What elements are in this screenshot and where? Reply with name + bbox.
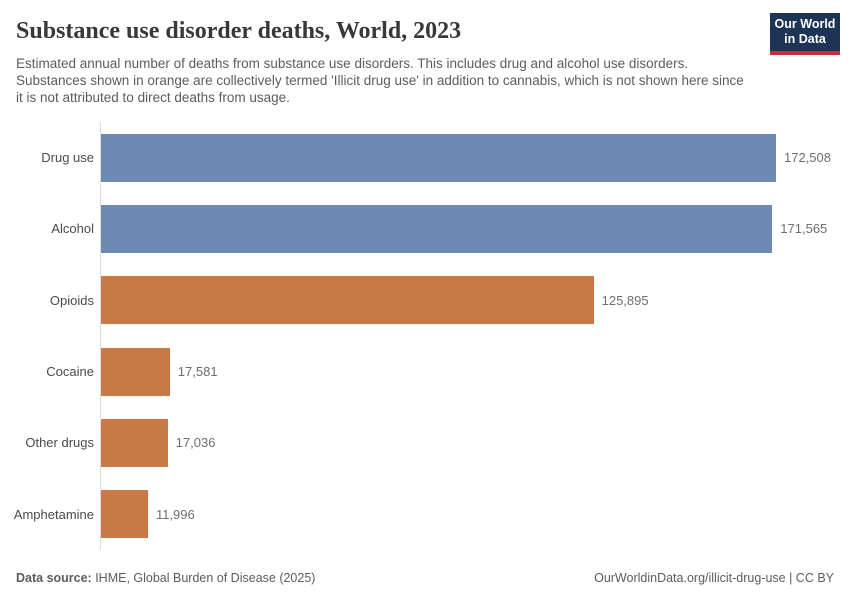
owid-logo[interactable]: Our World in Data: [770, 13, 840, 55]
category-label-alcohol: Alcohol: [51, 221, 94, 237]
owid-logo-line1: Our World: [774, 17, 836, 31]
data-source-label: Data source:: [16, 571, 92, 585]
bar-row: Opioids 125,895: [0, 264, 850, 336]
bar-area: 172,508: [100, 122, 850, 194]
credit-link[interactable]: OurWorldinData.org/illicit-drug-use | CC…: [594, 571, 834, 585]
owid-logo-line2: in Data: [784, 32, 826, 46]
bar-other-drugs[interactable]: [101, 418, 168, 467]
bar-amphetamine[interactable]: [101, 490, 148, 539]
bar-opioids[interactable]: [101, 276, 594, 325]
chart-title: Substance use disorder deaths, World, 20…: [16, 18, 462, 44]
chart-subtitle: Estimated annual number of deaths from s…: [16, 55, 744, 105]
chart-header: Substance use disorder deaths, World, 20…: [16, 18, 754, 106]
bar-chart: Drug use 172,508 Alcohol 171,565 Opioids 125,…: [0, 122, 850, 550]
bar-row: Alcohol 171,565: [0, 193, 850, 265]
value-label: 11,996: [155, 506, 195, 522]
bar-area: 17,036: [100, 407, 850, 479]
bar-area: 17,581: [100, 335, 850, 408]
value-label: 171,565: [780, 221, 828, 237]
bar-area: 171,565: [100, 193, 850, 265]
bar-row: Other drugs 17,036: [0, 407, 850, 479]
value-label: 17,036: [175, 435, 216, 451]
plot-area: Drug use 172,508 Alcohol 171,565 Opioids 125,…: [0, 122, 850, 550]
bar-cocaine[interactable]: [101, 347, 170, 396]
bar-drug-use[interactable]: [101, 133, 776, 182]
value-label: 172,508: [784, 150, 831, 166]
value-label: 125,895: [601, 292, 649, 308]
data-source-text: IHME, Global Burden of Disease (2025): [91, 571, 316, 585]
bar-area: 125,895: [100, 264, 850, 336]
category-label-opioids: Opioids: [49, 292, 94, 308]
data-source: Data source: IHME, Global Burden of Dise…: [16, 571, 315, 585]
bar-row: Amphetamine 11,996: [0, 478, 850, 550]
bar-area: 11,996: [100, 478, 850, 550]
bar-alcohol[interactable]: [101, 204, 773, 253]
chart-footer: Data source: IHME, Global Burden of Dise…: [16, 571, 834, 585]
value-label: 17,581: [177, 364, 218, 380]
category-label-cocaine: Cocaine: [46, 364, 94, 380]
category-label-drug-use: Drug use: [41, 150, 94, 166]
category-label-other-drugs: Other drugs: [25, 435, 94, 451]
bar-row: Drug use 172,508: [0, 122, 850, 194]
category-label-amphetamine: Amphetamine: [13, 506, 94, 522]
bar-row: Cocaine 17,581: [0, 335, 850, 408]
